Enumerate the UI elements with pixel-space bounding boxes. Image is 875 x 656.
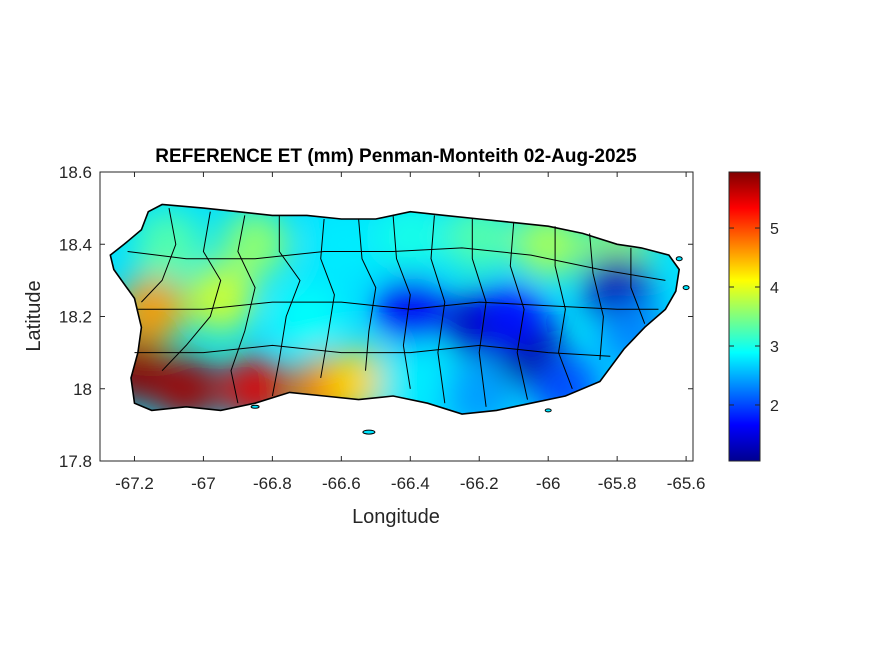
colorbar-tick-label: 3 [770,339,779,356]
field-point [221,210,290,279]
municipal-border [589,233,604,360]
x-tick-label: -67 [191,474,216,493]
island-outline [109,203,681,415]
x-tick-label: -66.4 [391,474,430,493]
municipal-border [630,247,646,324]
colorbar-tick-label: 5 [770,221,779,238]
small-islands [250,256,690,435]
y-tick-label: 18.4 [59,235,92,254]
x-tick-label: -67.2 [115,474,154,493]
field-point [135,210,203,279]
municipal-border [161,211,222,372]
y-tick-label: 18 [73,380,92,399]
municipal-borders [127,208,666,407]
municipal-border [358,218,377,371]
x-axis-label: Longitude [352,506,440,528]
islet [682,285,690,291]
x-tick-label: -65.8 [598,474,637,493]
municipal-border [430,215,446,404]
y-axis: 17.8 18 18.2 18.4 18.6 [59,163,693,471]
islet [250,404,260,409]
municipal-border [137,301,659,310]
field-point [152,354,221,414]
municipal-border [134,344,611,357]
x-tick-label: -66.2 [460,474,499,493]
islet [362,429,376,435]
x-axis: -67.2 -67 -66.8 -66.6 -66.4 -66.2 -66 -65.8 -65.… [115,172,705,493]
y-axis-label: Latitude [23,280,45,351]
municipal-border [271,215,301,397]
municipal-border [230,215,256,404]
x-tick-label: -66.8 [253,474,292,493]
municipal-border [392,215,411,389]
x-tick-label: -66.6 [322,474,361,493]
x-tick-label: -65.6 [667,474,706,493]
y-tick-label: 17.8 [59,452,92,471]
y-tick-label: 18.2 [59,308,92,327]
municipal-border [141,208,177,303]
field-point [272,282,341,351]
field-point [307,210,376,279]
municipal-border [127,247,666,281]
colorbar-ticks: 2 3 4 5 [729,221,779,415]
field-point [186,264,255,333]
colorbar-tick-label: 4 [770,280,779,297]
colorbar-tick-label: 2 [770,398,779,415]
municipal-border [509,222,528,400]
chart-title: REFERENCE ET (mm) Penman-Monteith 02-Aug… [155,146,637,167]
islet [675,256,683,262]
x-tick-label: -66 [536,474,561,493]
colorbar [728,171,761,462]
field-point [479,282,548,351]
islet [544,408,552,413]
y-tick-label: 18.6 [59,163,92,182]
municipal-border [320,218,335,378]
municipal-border [554,226,573,389]
